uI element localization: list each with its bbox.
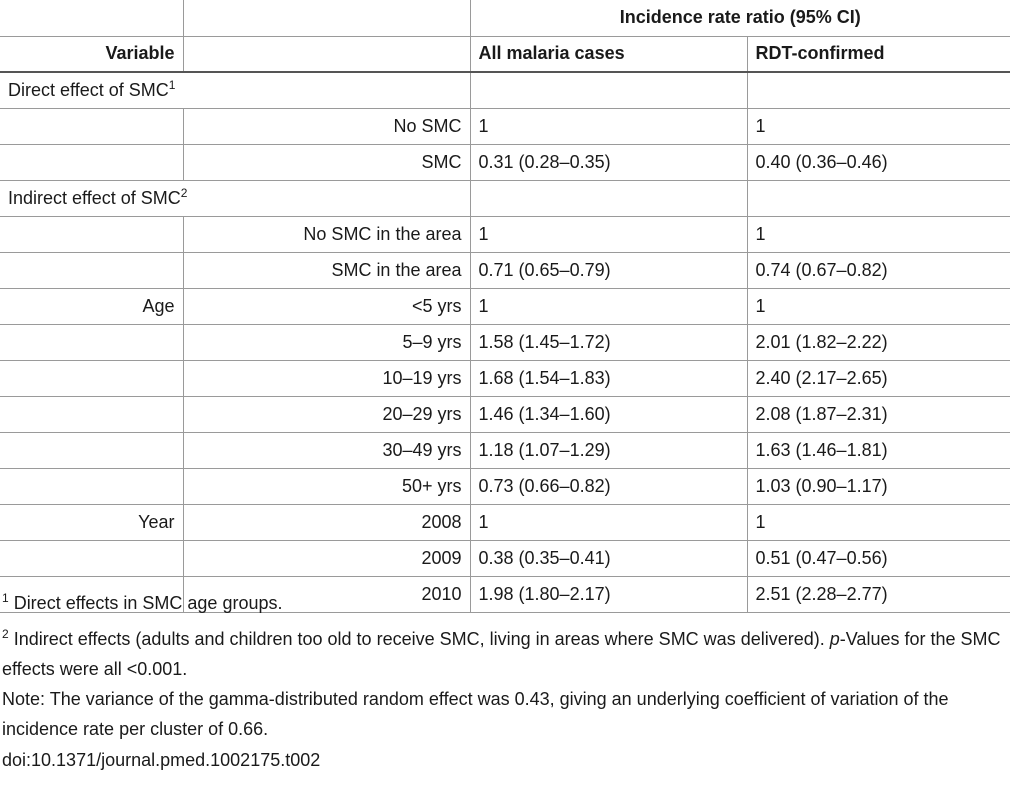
header-variable: Variable: [0, 35, 184, 73]
section-row-direct: Direct effect of SMC1: [0, 71, 1010, 109]
table-row: No SMC in the area 1 1: [0, 215, 1010, 253]
value-rdt: 1: [746, 215, 1010, 253]
value-rdt: 2.51 (2.28–2.77): [746, 575, 1010, 613]
row-level: No SMC: [182, 107, 471, 145]
row-level: 2008: [182, 503, 471, 541]
value-all-cases: 1.46 (1.34–1.60): [469, 395, 748, 433]
table-row: 2009 0.38 (0.35–0.41) 0.51 (0.47–0.56): [0, 539, 1010, 577]
value-rdt: 1: [746, 287, 1010, 325]
table-row: 2010 1.98 (1.80–2.17) 2.51 (2.28–2.77): [0, 575, 1010, 613]
table-row: 50+ yrs 0.73 (0.66–0.82) 1.03 (0.90–1.17…: [0, 467, 1010, 505]
footnote-1-text: Direct effects in SMC age groups.: [8, 593, 283, 613]
footnote-1: 1 Direct effects in SMC age groups.: [2, 588, 1002, 618]
value-all-cases: 1: [469, 287, 748, 325]
header-rdt-confirmed: RDT-confirmed: [746, 35, 1010, 73]
footnote-2-marker: 2: [2, 627, 9, 641]
row-level: 2010: [182, 575, 471, 613]
row-group: [0, 215, 184, 253]
row-level: SMC: [182, 143, 471, 181]
doi-label: doi:10.1371/journal.pmed.1002175.t002: [2, 750, 321, 770]
header-row-columns: Variable All malaria cases RDT-confirmed: [0, 35, 1010, 73]
value-rdt: 0.74 (0.67–0.82): [746, 251, 1010, 289]
row-group: Age: [0, 287, 184, 325]
section-label-direct: Direct effect of SMC1: [0, 71, 471, 109]
value-all-cases: 0.73 (0.66–0.82): [469, 467, 748, 505]
value-all-cases: 1: [469, 107, 748, 145]
value-rdt: 1.03 (0.90–1.17): [746, 467, 1010, 505]
section-row-indirect: Indirect effect of SMC2: [0, 179, 1010, 217]
row-group: [0, 107, 184, 145]
table-row: 5–9 yrs 1.58 (1.45–1.72) 2.01 (1.82–2.22…: [0, 323, 1010, 361]
value-all-cases: 1.68 (1.54–1.83): [469, 359, 748, 397]
footnote-marker-2: 2: [180, 185, 188, 200]
row-group: [0, 467, 184, 505]
row-level: No SMC in the area: [182, 215, 471, 253]
footnote-1-marker: 1: [2, 591, 9, 605]
row-level: 2009: [182, 539, 471, 577]
row-level: 50+ yrs: [182, 467, 471, 505]
row-level: 20–29 yrs: [182, 395, 471, 433]
results-table: Incidence rate ratio (95% CI) Variable A…: [0, 0, 1010, 613]
footnote-2-text-b: -Values for the SMC effects were all <0.…: [2, 629, 1001, 679]
value-all-cases: 0.31 (0.28–0.35): [469, 143, 748, 181]
footnote-2-p-italic: p: [829, 629, 840, 649]
header-all-cases: All malaria cases: [469, 35, 748, 73]
header-empty-cell: [0, 0, 184, 37]
row-group: [0, 251, 184, 289]
header-row-group: Incidence rate ratio (95% CI): [0, 0, 1010, 37]
table-row: 20–29 yrs 1.46 (1.34–1.60) 2.08 (1.87–2.…: [0, 395, 1010, 433]
row-group: [0, 359, 184, 397]
value-all-cases: 1: [469, 215, 748, 253]
row-group: [0, 575, 184, 613]
empty-cell: [746, 71, 1010, 109]
row-group: [0, 395, 184, 433]
value-all-cases: 0.38 (0.35–0.41): [469, 539, 748, 577]
row-group: Year: [0, 503, 184, 541]
row-level: <5 yrs: [182, 287, 471, 325]
table-row: 30–49 yrs 1.18 (1.07–1.29) 1.63 (1.46–1.…: [0, 431, 1010, 469]
empty-cell: [469, 71, 748, 109]
value-rdt: 1: [746, 107, 1010, 145]
table-footnotes: 1 Direct effects in SMC age groups. 2 In…: [2, 588, 1002, 744]
row-group: [0, 323, 184, 361]
header-empty-cell: [182, 35, 471, 73]
value-rdt: 1.63 (1.46–1.81): [746, 431, 1010, 469]
table-row: No SMC 1 1: [0, 107, 1010, 145]
footnote-marker-1: 1: [168, 77, 176, 92]
table-row: SMC in the area 0.71 (0.65–0.79) 0.74 (0…: [0, 251, 1010, 289]
row-group: [0, 143, 184, 181]
value-rdt: 2.40 (2.17–2.65): [746, 359, 1010, 397]
header-group-label: Incidence rate ratio (95% CI): [469, 0, 1010, 37]
footnote-2-text-a: Indirect effects (adults and children to…: [8, 629, 830, 649]
value-rdt: 0.40 (0.36–0.46): [746, 143, 1010, 181]
section-direct-text: Direct effect of SMC: [8, 79, 169, 100]
value-all-cases: 1.18 (1.07–1.29): [469, 431, 748, 469]
value-all-cases: 1: [469, 503, 748, 541]
table-row: 10–19 yrs 1.68 (1.54–1.83) 2.40 (2.17–2.…: [0, 359, 1010, 397]
header-empty-cell: [182, 0, 471, 37]
section-label-indirect: Indirect effect of SMC2: [0, 179, 471, 217]
row-group: [0, 539, 184, 577]
row-level: 10–19 yrs: [182, 359, 471, 397]
table-note: Note: The variance of the gamma-distribu…: [2, 689, 949, 739]
value-rdt: 2.08 (1.87–2.31): [746, 395, 1010, 433]
row-group: [0, 431, 184, 469]
row-level: 5–9 yrs: [182, 323, 471, 361]
table-row: SMC 0.31 (0.28–0.35) 0.40 (0.36–0.46): [0, 143, 1010, 181]
row-level: SMC in the area: [182, 251, 471, 289]
value-rdt: 2.01 (1.82–2.22): [746, 323, 1010, 361]
section-indirect-text: Indirect effect of SMC: [8, 187, 181, 208]
value-all-cases: 1.58 (1.45–1.72): [469, 323, 748, 361]
empty-cell: [469, 179, 748, 217]
value-all-cases: 1.98 (1.80–2.17): [469, 575, 748, 613]
value-all-cases: 0.71 (0.65–0.79): [469, 251, 748, 289]
table-row: Age <5 yrs 1 1: [0, 287, 1010, 325]
value-rdt: 1: [746, 503, 1010, 541]
empty-cell: [746, 179, 1010, 217]
table-row: Year 2008 1 1: [0, 503, 1010, 541]
footnote-2: 2 Indirect effects (adults and children …: [2, 624, 1002, 684]
value-rdt: 0.51 (0.47–0.56): [746, 539, 1010, 577]
row-level: 30–49 yrs: [182, 431, 471, 469]
